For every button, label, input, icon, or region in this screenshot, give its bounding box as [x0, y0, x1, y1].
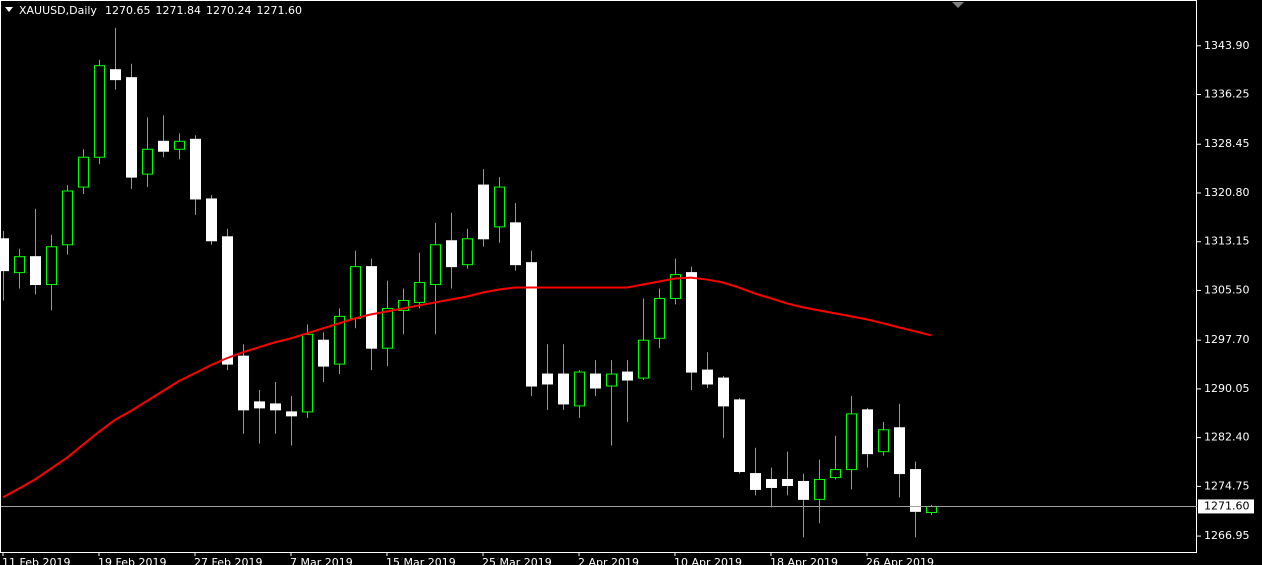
candle-body: [270, 403, 281, 411]
x-tick-label: 11 Feb 2019: [2, 556, 70, 565]
candle-body: [526, 262, 537, 387]
candle-body: [382, 307, 393, 349]
candle-body: [558, 373, 569, 405]
y-tick-label: 1305.50: [1204, 283, 1250, 296]
candle-body: [638, 339, 649, 379]
x-tick-label: 7 Mar 2019: [290, 556, 353, 565]
candle-body: [302, 333, 313, 413]
x-tick-label: 25 Mar 2019: [482, 556, 552, 565]
symbol-title: XAUUSD,Daily: [19, 4, 97, 17]
candle-body: [366, 266, 377, 349]
candle-body: [574, 371, 585, 407]
candle-body: [158, 140, 169, 152]
candle-body: [334, 315, 345, 365]
header-value: 1270.65: [105, 4, 151, 17]
candle-body: [750, 473, 761, 490]
candle-body: [590, 373, 601, 389]
y-tick-label: 1343.90: [1204, 39, 1250, 52]
candle-body: [654, 297, 665, 339]
candle-body: [446, 240, 457, 268]
x-tick-label: 26 Apr 2019: [866, 556, 934, 565]
candle-body: [206, 198, 217, 242]
candle-body: [798, 480, 809, 500]
candle-body: [126, 77, 137, 178]
x-tick-label: 10 Apr 2019: [674, 556, 742, 565]
candle-body: [462, 238, 473, 266]
candle-body: [254, 401, 265, 409]
candle-body: [846, 413, 857, 471]
candle-body: [238, 355, 249, 411]
candle-body: [350, 266, 361, 319]
candle-body: [782, 478, 793, 486]
candle-body: [494, 186, 505, 228]
y-tick-label: 1320.80: [1204, 186, 1250, 199]
candle-body: [878, 429, 889, 453]
candle-body: [670, 274, 681, 299]
candle-body: [318, 339, 329, 367]
last-price-label: 1271.60: [1204, 499, 1250, 512]
candle-body: [862, 409, 873, 455]
candle-body: [734, 399, 745, 473]
candle-body: [414, 282, 425, 303]
candle-body: [766, 478, 777, 488]
candle-body: [110, 69, 121, 81]
candle-body: [430, 244, 441, 286]
x-tick-label: 19 Feb 2019: [98, 556, 166, 565]
candle-body: [478, 184, 489, 240]
candle-body: [622, 371, 633, 381]
candle-body: [222, 236, 233, 365]
shift-marker[interactable]: [952, 2, 964, 8]
candle-body: [190, 138, 201, 200]
candle-body: [542, 373, 553, 385]
y-tick-label: 1290.05: [1204, 382, 1250, 395]
y-tick-label: 1266.95: [1204, 529, 1250, 542]
candle-body: [0, 238, 9, 272]
candle-body: [46, 246, 57, 286]
y-tick-label: 1336.25: [1204, 88, 1250, 101]
candle-body: [142, 148, 153, 175]
candle-body: [94, 65, 105, 158]
candle-body: [62, 190, 73, 246]
x-tick-label: 18 Apr 2019: [770, 556, 838, 565]
y-tick-label: 1274.75: [1204, 479, 1250, 492]
candle-body: [926, 505, 937, 513]
candle-body: [910, 469, 921, 512]
header-value: 1270.24: [206, 4, 252, 17]
menu-arrow[interactable]: [5, 7, 13, 12]
y-tick-label: 1282.40: [1204, 431, 1250, 444]
header-values: 1270.65 1271.84 1270.24 1271.60: [105, 4, 302, 17]
candle-body: [286, 411, 297, 417]
candle-body: [174, 140, 185, 150]
candle-body: [78, 156, 89, 188]
candle-body: [894, 427, 905, 475]
y-tick-label: 1328.45: [1204, 137, 1250, 150]
candle-body: [30, 256, 41, 286]
header-value: 1271.84: [155, 4, 201, 17]
y-tick-label: 1297.70: [1204, 333, 1250, 346]
header-value: 1271.60: [256, 4, 302, 17]
candle-body: [606, 373, 617, 387]
candle-body: [510, 222, 521, 266]
candle-body: [686, 272, 697, 373]
candle-body: [14, 256, 25, 274]
x-tick-label: 15 Mar 2019: [386, 556, 456, 565]
x-tick-label: 2 Apr 2019: [578, 556, 639, 565]
candle-body: [398, 299, 409, 311]
y-tick-label: 1313.15: [1204, 235, 1250, 248]
plot-frame: [0, 0, 1197, 553]
x-tick-label: 27 Feb 2019: [194, 556, 262, 565]
candle-body: [702, 369, 713, 385]
candle-body: [830, 469, 841, 479]
moving-average: [2, 276, 932, 499]
candle-body: [718, 377, 729, 407]
last-price-box: [1198, 499, 1254, 514]
candle-body: [814, 478, 825, 500]
